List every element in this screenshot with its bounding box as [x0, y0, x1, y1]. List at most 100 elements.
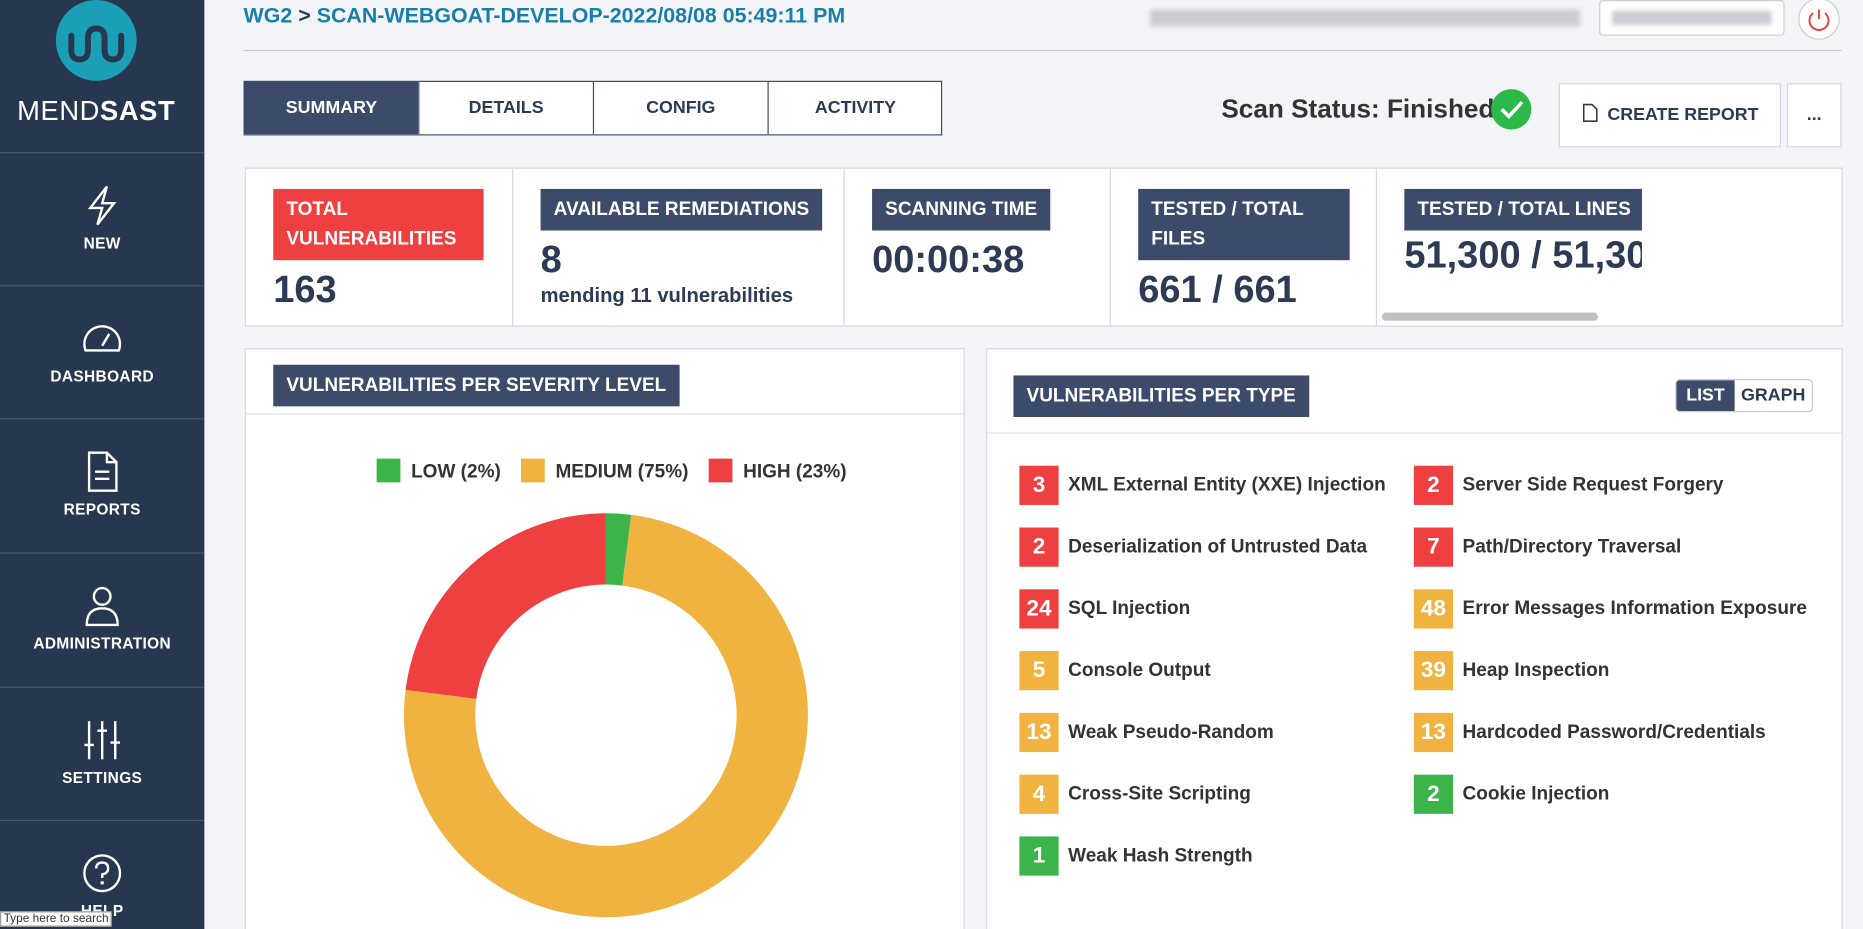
stat-value: 661 / 661	[1138, 267, 1376, 311]
type-name: Deserialization of Untrusted Data	[1068, 528, 1367, 567]
type-name: Heap Inspection	[1463, 651, 1610, 690]
type-item[interactable]: 2Cookie Injection	[1414, 775, 1806, 814]
more-button[interactable]: ...	[1787, 83, 1842, 147]
stat-value: 00:00:38	[872, 238, 1110, 282]
type-count: 4	[1019, 775, 1058, 814]
scrollbar	[1382, 312, 1598, 320]
stat-label: TESTED / TOTAL LINES	[1404, 189, 1642, 231]
legend-label: LOW (2%)	[411, 462, 501, 483]
nav-dashboard[interactable]: DASHBOARD	[0, 285, 204, 419]
stat-cell: TESTED / TOTAL LINES51,300 / 51,300	[1376, 169, 1642, 326]
type-item[interactable]: 3XML External Entity (XXE) Injection	[1019, 466, 1411, 505]
type-name: XML External Entity (XXE) Injection	[1068, 466, 1386, 505]
type-name: Cross-Site Scripting	[1068, 775, 1251, 814]
type-item[interactable]: 48Error Messages Information Exposure	[1414, 589, 1806, 628]
stat-cell: TESTED / TOTAL FILES 661 / 661	[1110, 169, 1376, 326]
tab[interactable]: SUMMARY	[244, 82, 419, 134]
panel-title: VULNERABILITIES PER TYPE	[1013, 375, 1308, 417]
type-count: 2	[1019, 528, 1058, 567]
nav-new[interactable]: NEW	[0, 152, 204, 286]
legend-swatch	[709, 459, 733, 483]
donut-slice	[406, 513, 606, 699]
type-name: Server Side Request Forgery	[1463, 466, 1724, 505]
severity-panel: VULNERABILITIES PER SEVERITY LEVEL LOW (…	[245, 348, 965, 929]
type-name: Console Output	[1068, 651, 1211, 690]
blurred-user	[1150, 10, 1580, 27]
legend-label: HIGH (23%)	[743, 462, 846, 483]
type-item[interactable]: 2 Server Side Request Forgery	[1414, 466, 1806, 505]
create-report-button[interactable]: CREATE REPORT	[1559, 83, 1781, 147]
type-count: 7	[1414, 528, 1453, 567]
type-name: Weak Pseudo-Random	[1068, 713, 1274, 752]
type-count: 13	[1414, 713, 1453, 752]
type-item[interactable]: 7 Path/Directory Traversal	[1414, 528, 1806, 567]
stat-cell: SCANNING TIME 00:00:38	[844, 169, 1110, 326]
type-name: Weak Hash Strength	[1068, 836, 1253, 875]
stat-label: SCANNING TIME	[872, 189, 1050, 231]
toggle-list[interactable]: LIST	[1676, 380, 1734, 411]
stat-cell: AVAILABLE REMEDIATIONS 8mending 11 vulner…	[512, 169, 843, 326]
toggle-graph[interactable]: GRAPH	[1735, 380, 1812, 411]
type-item[interactable]: 2 Deserialization of Untrusted Data	[1019, 528, 1411, 567]
nav-label: NEW	[0, 234, 204, 252]
panel-divider	[987, 432, 1841, 433]
type-item[interactable]: 13 Weak Pseudo-Random	[1019, 713, 1411, 752]
legend-swatch	[377, 459, 401, 483]
type-item[interactable]: 4 Cross-Site Scripting	[1019, 775, 1411, 814]
legend-label: MEDIUM (75%)	[555, 462, 688, 483]
nav-label: DASHBOARD	[0, 367, 204, 385]
type-name: SQL Injection	[1068, 589, 1190, 628]
sidebar: MENDSAST NEW DASHBOARD REPORTS ADMINISTR…	[0, 0, 204, 929]
taskbar-hint: Type here to search	[0, 911, 112, 926]
panel-title: VULNERABILITIES PER SEVERITY LEVEL	[273, 365, 679, 407]
logo-text: MENDSAST	[0, 95, 192, 127]
stat-value: 163	[273, 267, 512, 311]
type-item[interactable]: 1Weak Hash Strength	[1019, 836, 1411, 875]
stat-note: mending 11 vulnerabilities	[541, 284, 844, 308]
stat-value: 8	[541, 238, 844, 282]
type-count: 5	[1019, 651, 1058, 690]
nav-administration[interactable]: ADMINISTRATION	[0, 552, 204, 686]
type-item[interactable]: 24SQL Injection	[1019, 589, 1411, 628]
type-list: 3XML External Entity (XXE) Injection2Ser…	[1019, 466, 1827, 917]
stat-label: AVAILABLE REMEDIATIONS	[541, 189, 823, 231]
stat-label: TOTAL VULNERABILITIES	[273, 189, 483, 260]
type-item[interactable]: 5 Console Output	[1019, 651, 1411, 690]
nav-label: REPORTS	[0, 500, 204, 518]
stat-value: 51,300 / 51,300	[1404, 233, 1642, 277]
type-count: 2	[1414, 775, 1453, 814]
stats-panel: TOTAL VULNERABILITIES163AVAILABLE REMEDI…	[245, 168, 1843, 327]
legend-swatch	[521, 459, 545, 483]
scan-status: Scan Status: Finished	[1221, 94, 1494, 125]
stat-cell: TOTAL VULNERABILITIES 163	[246, 169, 512, 326]
nav-settings[interactable]: SETTINGS	[0, 687, 204, 821]
blurred-select[interactable]	[1599, 0, 1784, 36]
logo	[55, 0, 138, 83]
nav-label: SETTINGS	[0, 769, 204, 787]
tab[interactable]: ACTIVITY	[768, 82, 943, 134]
logo-bold: SAST	[100, 95, 175, 126]
type-name: Path/Directory Traversal	[1463, 528, 1682, 567]
type-item[interactable]: 13 Hardcoded Password/Credentials	[1414, 713, 1806, 752]
type-count: 2	[1414, 466, 1453, 505]
power-button[interactable]	[1796, 0, 1841, 43]
nav-label: ADMINISTRATION	[0, 634, 204, 652]
breadcrumb: WG2 > SCAN-WEBGOAT-DEVELOP-2022/08/08 05…	[244, 4, 846, 29]
nav-reports[interactable]: REPORTS	[0, 418, 204, 552]
header-rule	[244, 50, 1842, 51]
type-panel: VULNERABILITIES PER TYPE LIST GRAPH 3XML…	[986, 348, 1843, 929]
tab[interactable]: DETAILS	[418, 82, 593, 134]
breadcrumb-root[interactable]: WG2	[244, 4, 293, 28]
type-count: 48	[1414, 589, 1453, 628]
type-name: Hardcoded Password/Credentials	[1463, 713, 1766, 752]
button-label: CREATE REPORT	[1607, 105, 1758, 125]
type-count: 13	[1019, 713, 1058, 752]
tab[interactable]: CONFIG	[593, 82, 768, 134]
stat-label: TESTED / TOTAL FILES	[1138, 189, 1349, 260]
donut-chart: LOW (2%) MEDIUM (75%) HIGH (23%)	[246, 416, 964, 929]
type-item[interactable]: 39Heap Inspection	[1414, 651, 1806, 690]
breadcrumb-scan: SCAN-WEBGOAT-DEVELOP-2022/08/08 05:49:11…	[317, 4, 846, 28]
status-check	[1491, 89, 1531, 129]
